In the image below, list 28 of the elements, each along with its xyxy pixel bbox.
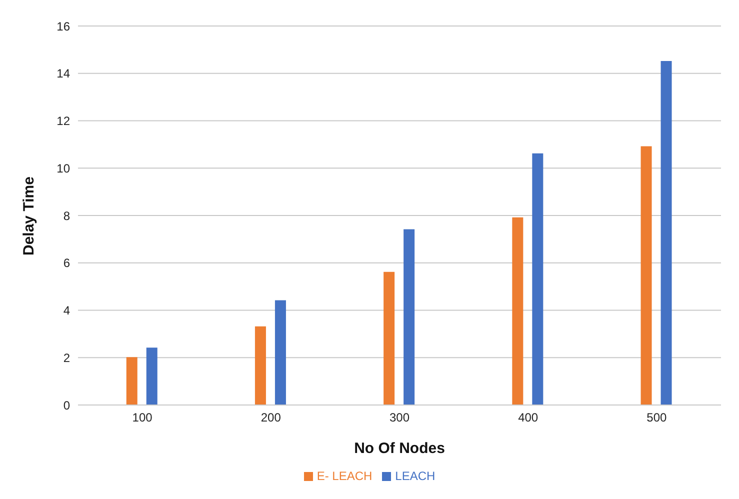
y-tick-label: 16 [56, 19, 70, 34]
y-tick-label: 14 [56, 66, 70, 81]
bar [146, 348, 158, 405]
y-tick-label: 4 [63, 304, 70, 318]
x-tick-label: 200 [260, 410, 282, 425]
legend-label: E- LEACH [316, 469, 372, 483]
y-tick-label: 6 [63, 256, 70, 270]
y-axis-title: Delay Time [20, 176, 38, 256]
bar [254, 326, 266, 405]
bar [404, 229, 415, 405]
y-tick-label: 12 [56, 114, 70, 128]
x-tick-label: 400 [518, 410, 538, 425]
y-tick-label: 0 [63, 398, 70, 412]
x-tick-label: 500 [646, 410, 668, 425]
bar [512, 217, 524, 405]
x-axis-title: No Of Nodes [354, 440, 445, 457]
x-tick-label: 300 [389, 410, 410, 425]
bar [660, 61, 672, 405]
x-tick-label: 100 [132, 410, 153, 425]
bar [126, 357, 138, 405]
bar [274, 300, 286, 405]
y-tick-label: 10 [56, 161, 70, 176]
y-tick-label: 2 [63, 350, 70, 365]
bar [640, 146, 652, 405]
bar [384, 272, 395, 405]
bar [532, 153, 544, 405]
legend-label: LEACH [395, 469, 436, 483]
y-tick-label: 8 [63, 208, 70, 223]
